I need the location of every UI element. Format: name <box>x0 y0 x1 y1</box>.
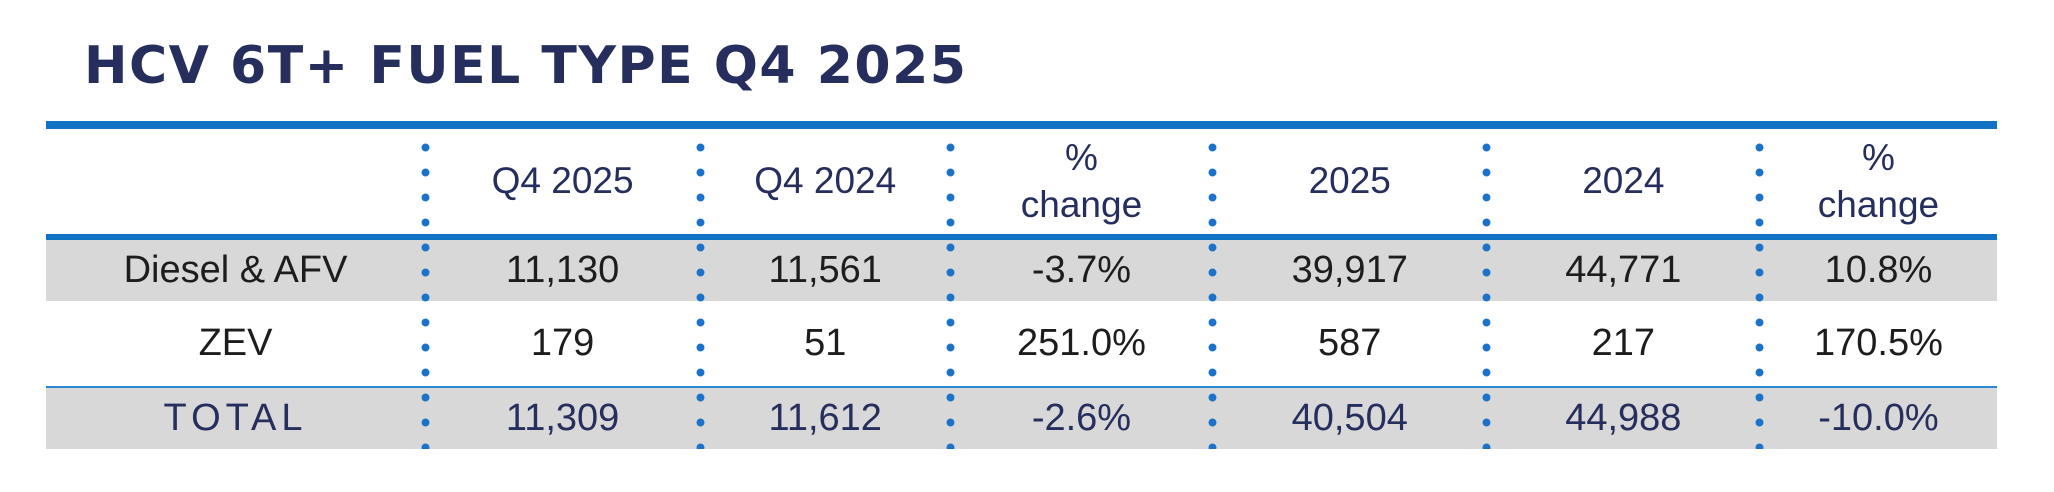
col-header-ytd-2025: 2025 <box>1212 125 1487 240</box>
col-header-ytd-2024: 2024 <box>1486 125 1760 240</box>
cell-quarter-pct-change: -2.6% <box>950 386 1213 449</box>
table-row-zev: ZEV 179 51 251.0% 587 217 170.5% <box>46 301 1997 387</box>
fuel-type-data-table: Q4 2025 Q4 2024 % change 2025 2024 % cha… <box>46 121 1997 449</box>
page-title: HCV 6T+ FUEL TYPE Q4 2025 <box>84 36 968 96</box>
col-header-q4-2025: Q4 2025 <box>425 125 701 240</box>
table-row-total: TOTAL 11,309 11,612 -2.6% 40,504 44,988 … <box>46 386 1997 449</box>
cell-q4-2024: 51 <box>700 301 951 387</box>
cell-q4-2025: 11,130 <box>425 237 701 301</box>
col-header-ytd-pct-change: % change <box>1759 125 1997 240</box>
col-header-quarter-pct-change: % change <box>950 125 1213 240</box>
cell-q4-2025: 11,309 <box>425 386 701 449</box>
cell-q4-2024: 11,561 <box>700 237 951 301</box>
cell-ytd-2025: 587 <box>1212 301 1487 387</box>
cell-ytd-pct-change: -10.0% <box>1759 386 1997 449</box>
table-row-diesel-afv: Diesel & AFV 11,130 11,561 -3.7% 39,917 … <box>46 237 1997 301</box>
col-header-q4-2024: Q4 2024 <box>700 125 951 240</box>
cell-ytd-2025: 39,917 <box>1212 237 1487 301</box>
cell-ytd-2024: 44,988 <box>1486 386 1760 449</box>
row-label: TOTAL <box>46 386 426 449</box>
cell-ytd-2024: 217 <box>1486 301 1760 387</box>
cell-quarter-pct-change: 251.0% <box>950 301 1213 387</box>
cell-ytd-pct-change: 10.8% <box>1759 237 1997 301</box>
col-header-rowlabel <box>46 125 426 240</box>
fuel-type-table: Q4 2025 Q4 2024 % change 2025 2024 % cha… <box>46 121 1997 449</box>
cell-ytd-pct-change: 170.5% <box>1759 301 1997 387</box>
cell-q4-2025: 179 <box>425 301 701 387</box>
cell-q4-2024: 11,612 <box>700 386 951 449</box>
cell-quarter-pct-change: -3.7% <box>950 237 1213 301</box>
header-row: Q4 2025 Q4 2024 % change 2025 2024 % cha… <box>46 125 1997 240</box>
cell-ytd-2025: 40,504 <box>1212 386 1487 449</box>
row-label: Diesel & AFV <box>46 237 426 301</box>
cell-ytd-2024: 44,771 <box>1486 237 1760 301</box>
row-label: ZEV <box>46 301 426 387</box>
